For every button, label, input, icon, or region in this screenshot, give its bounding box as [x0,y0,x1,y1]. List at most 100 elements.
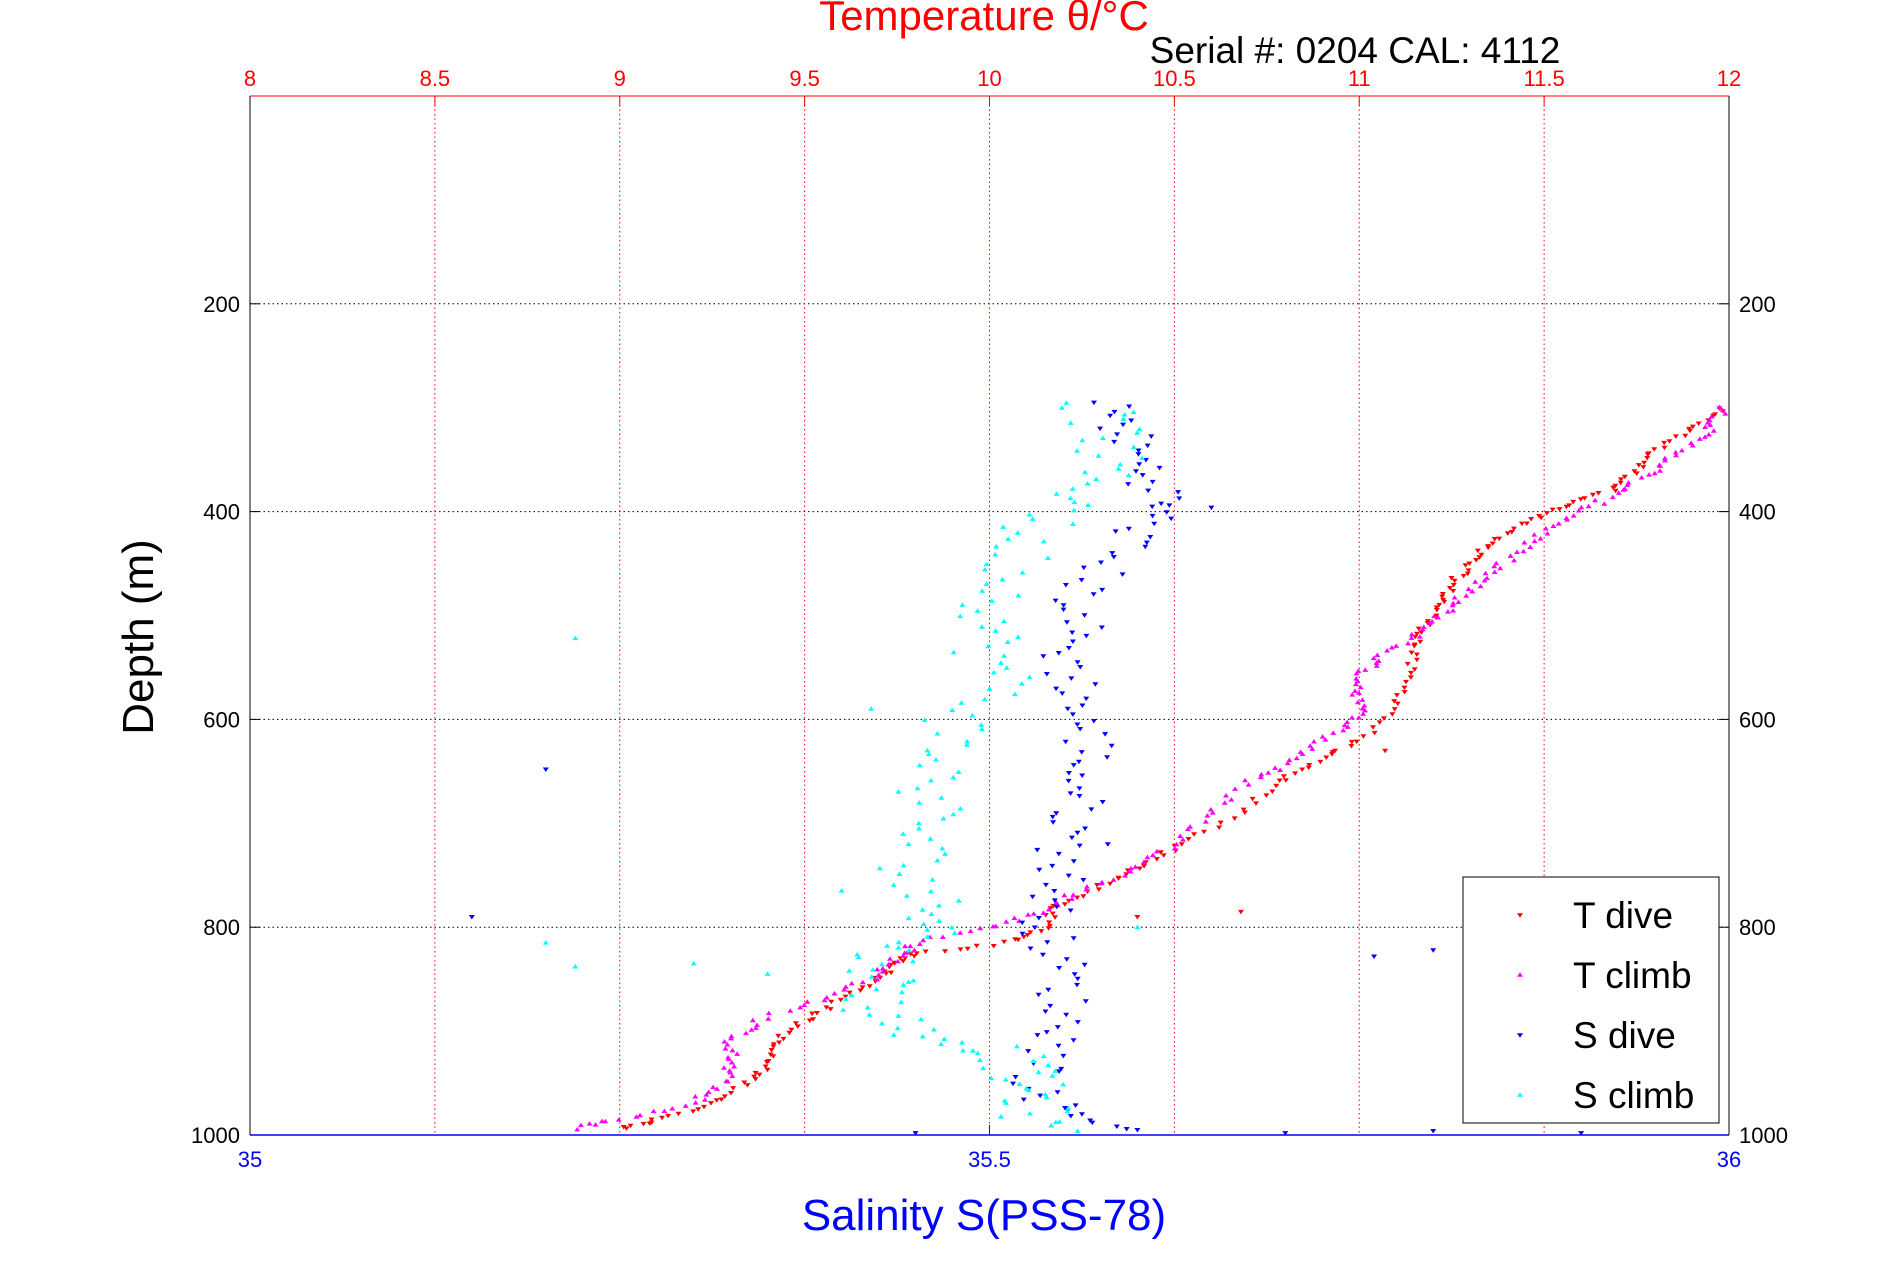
data-point [724,1079,731,1084]
data-point [1019,570,1026,575]
data-point [1089,1120,1096,1126]
data-point [1036,867,1043,873]
data-point [1450,600,1457,606]
data-point [1404,661,1411,667]
legend-label: T climb [1573,955,1692,996]
data-point [846,968,853,973]
data-point [1075,759,1082,765]
data-point [794,1024,801,1029]
series-s-dive [468,400,1659,1136]
data-point [1464,571,1471,577]
data-point [1463,593,1470,598]
data-point [1136,426,1143,432]
data-point [1391,707,1398,712]
data-point [1556,507,1563,512]
data-point [1641,460,1648,466]
data-point [1099,587,1106,593]
data-point [1232,786,1239,791]
data-point [990,669,997,675]
data-point [1644,452,1651,457]
data-point [1058,1066,1065,1072]
data-point [1370,725,1377,730]
x-top-tick-label: 12 [1717,66,1741,91]
data-point [650,1108,657,1114]
x-bottom-tick-label: 35.5 [968,1147,1011,1172]
data-point [1482,570,1489,576]
data-point-outlier [1208,505,1215,511]
data-point [1011,915,1018,920]
y-tick-label-right: 800 [1739,915,1776,940]
data-point [728,1035,735,1041]
x-top-tick-label: 9 [614,66,626,91]
data-point [1070,859,1077,864]
data-point [1635,463,1642,468]
data-point [1417,639,1424,645]
data-point [1473,557,1480,563]
data-point [1191,832,1198,837]
data-point [967,928,974,934]
data-point [1074,830,1081,836]
data-point [710,1084,717,1090]
data-point [1401,690,1408,695]
legend-marker [1517,1033,1523,1038]
data-point [1049,863,1056,869]
data-point [1063,620,1070,625]
x-top-tick-label: 11 [1348,66,1371,91]
data-point [1344,724,1351,729]
data-point [1609,494,1616,500]
data-point [920,921,927,927]
data-point [1507,553,1514,558]
data-point [1047,1003,1054,1009]
data-point [1242,777,1249,783]
data-point [1095,887,1102,892]
data-point [986,686,993,691]
data-point [1054,1025,1061,1030]
data-point [978,726,985,732]
data-point [1068,676,1075,681]
data-point [1067,495,1074,501]
data-point [1531,538,1538,544]
x-top-tick-label: 10.5 [1153,66,1196,91]
data-point [741,1080,748,1086]
data-point [765,1016,772,1021]
data-point [974,608,981,613]
data-point [767,1052,774,1058]
data-point [864,1004,871,1010]
data-point [1147,534,1154,540]
data-point [900,959,907,964]
data-point [1108,743,1115,749]
data-point [884,943,891,948]
data-point [1394,701,1401,707]
data-point [731,1063,738,1069]
data-point [1074,660,1081,665]
data-point [1052,598,1059,604]
data-point [890,882,897,887]
data-point [1067,908,1074,913]
data-point [1079,703,1086,708]
data-point [1166,503,1173,508]
data-point [958,700,965,705]
data-point [1451,578,1458,584]
data-point [1029,516,1036,521]
data-point [990,944,997,949]
data-point [1448,575,1455,581]
y-tick-label-left: 400 [203,500,240,525]
data-point [1132,864,1139,869]
data-point [1431,613,1438,619]
data-point [1094,883,1101,888]
data-point [721,1094,728,1099]
data-point [957,947,964,952]
y-tick-label-right: 600 [1739,707,1776,732]
data-point [955,769,962,774]
data-point [1120,416,1127,421]
data-point [915,820,922,826]
data-point [1001,939,1008,945]
data-point [1148,434,1155,439]
data-point [1029,894,1036,900]
data-point [713,1086,720,1091]
data-point [985,643,992,649]
data-point [1128,418,1135,423]
data-point [1544,531,1551,536]
data-point [1673,452,1680,458]
data-point [895,1013,902,1018]
